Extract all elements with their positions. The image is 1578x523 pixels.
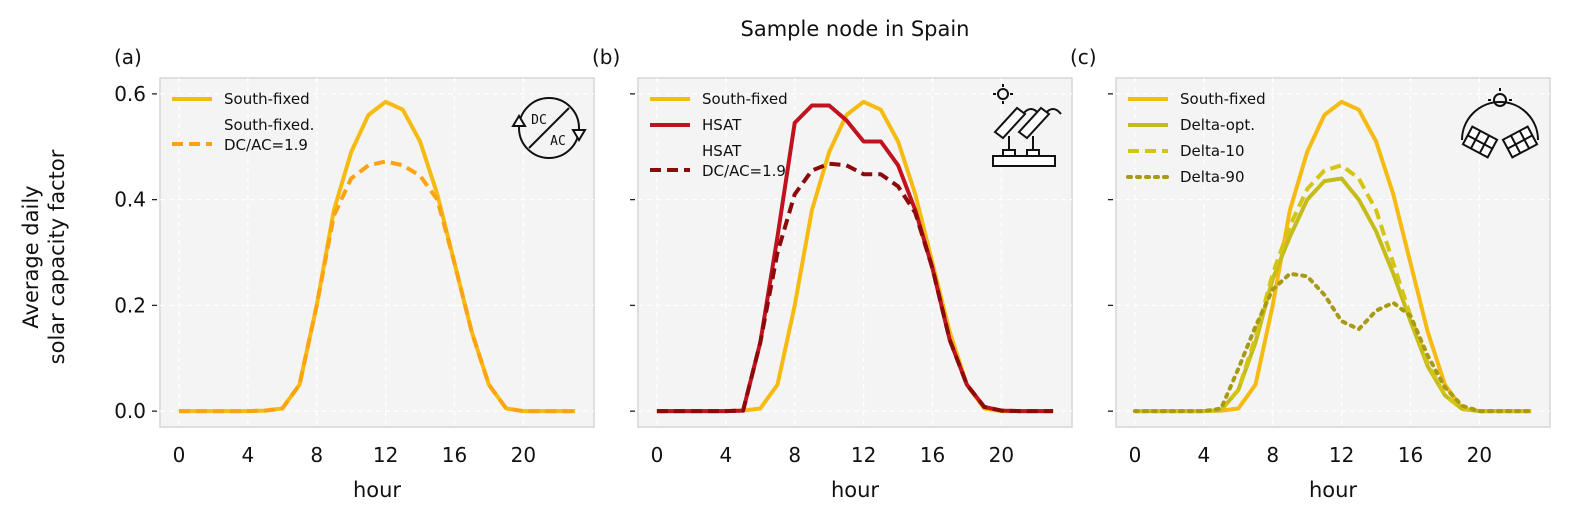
x-tick-label: 4 (241, 443, 254, 467)
panel-a: 0.0 0.2 0.4 0.6 0 4 8 12 16 20 hour (a) South-fixed S… (114, 45, 595, 502)
legend-label: Delta-10 (1180, 142, 1245, 160)
x-tick-label: 12 (851, 443, 876, 467)
x-tick-label: 4 (719, 443, 732, 467)
tracking-panels-icon (992, 84, 1062, 167)
x-tick-label: 0 (173, 443, 186, 467)
x-tick-label: 16 (920, 443, 945, 467)
y-tick-label: 0.6 (114, 82, 146, 106)
y-tick-label: 0.4 (114, 188, 146, 212)
x-tick-label: 16 (442, 443, 467, 467)
x-tick-label: 12 (1329, 443, 1354, 467)
legend-label: South-fixed (224, 90, 310, 108)
panel-b: 0 4 8 12 16 20 hour (b) South-fixed HSAT HSAT DC/AC… (592, 45, 1073, 502)
x-tick-label: 16 (1398, 443, 1423, 467)
x-tick-label: 8 (310, 443, 323, 467)
legend-label: Delta-opt. (1180, 116, 1255, 134)
series-line-1 (178, 159, 576, 414)
x-tick-label: 4 (1197, 443, 1210, 467)
y-tick-label: 0.0 (114, 399, 146, 423)
svg-text:DC: DC (531, 113, 547, 128)
y-tick-label: 0.2 (114, 293, 146, 317)
series-line-2 (1134, 163, 1532, 414)
x-tick-label: 20 (1467, 443, 1492, 467)
legend-label: Delta-90 (1180, 168, 1245, 186)
series-line-0 (178, 99, 576, 414)
y-axis-label-line2: solar capacity factor (45, 149, 69, 364)
x-tick-label: 0 (651, 443, 664, 467)
x-axis-label: hour (1309, 478, 1357, 502)
legend-label: HSAT (702, 116, 742, 134)
y-axis-label-line1: Average daily (19, 185, 43, 328)
legend-label: South-fixed (702, 90, 788, 108)
x-tick-label: 20 (989, 443, 1014, 467)
panel-c: 0 4 8 12 16 20 hour (c) South-fixed Delta-opt. Del… (1070, 45, 1551, 502)
x-axis-label: hour (353, 478, 401, 502)
plot-area (159, 77, 595, 428)
panel-label: (c) (1070, 45, 1097, 69)
delta-panels-icon (1461, 88, 1539, 159)
x-axis-label: hour (831, 478, 879, 502)
legend-label: South-fixed (1180, 90, 1266, 108)
svg-text:AC: AC (550, 134, 566, 149)
legend-label: HSAT DC/AC=1.9 (702, 142, 786, 180)
x-tick-label: 8 (1266, 443, 1279, 467)
figure-title: Sample node in Spain (741, 17, 970, 41)
series-line-1 (656, 103, 1054, 414)
series-line-2 (656, 161, 1054, 414)
dc-ac-converter-icon: DC AC (511, 97, 587, 159)
legend-label: South-fixed. DC/AC=1.9 (224, 116, 314, 154)
series-line-3 (1132, 271, 1534, 414)
panel-label: (b) (592, 45, 620, 69)
x-tick-label: 20 (511, 443, 536, 467)
x-tick-label: 8 (788, 443, 801, 467)
x-tick-label: 12 (373, 443, 398, 467)
x-tick-label: 0 (1129, 443, 1142, 467)
panel-label: (a) (114, 45, 142, 69)
